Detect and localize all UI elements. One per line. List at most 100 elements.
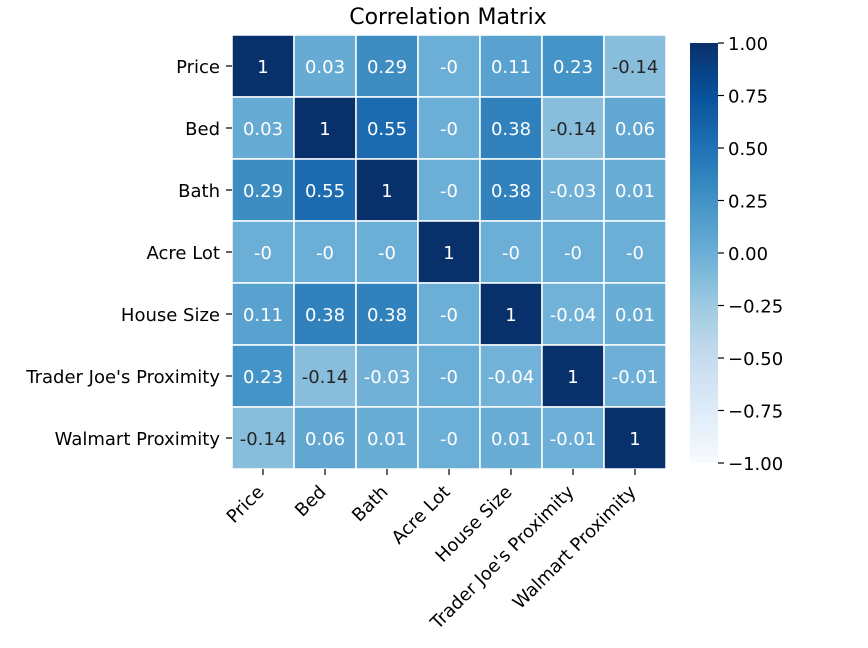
cell-value-label: 0.38 (367, 305, 407, 326)
cell-value-label: 0.29 (243, 181, 283, 202)
heatmap-cell-walmart-proximity-acre-lot (417, 406, 481, 470)
cell-value-label: 0.01 (615, 305, 655, 326)
cell-value-label: 0.29 (367, 57, 407, 78)
heatmap-cell-trader-joe-s-proximity-bed (293, 344, 357, 408)
cell-value-label: 0.55 (305, 181, 345, 202)
x-tick-label-price: Price (223, 482, 269, 528)
cell-value-label: 1 (381, 181, 392, 202)
y-tick-label-house-size: House Size (121, 305, 220, 326)
heatmap-cell-bed-walmart-proximity (603, 96, 667, 160)
heatmap-cell-price-trader-joe-s-proximity (541, 34, 605, 98)
heatmap-cell-acre-lot-trader-joe-s-proximity (541, 220, 605, 284)
cell-value-label: 0.38 (305, 305, 345, 326)
cell-value-label: 0.03 (243, 119, 283, 140)
cell-value-label: 1 (505, 305, 516, 326)
cell-value-label: 0.23 (553, 57, 593, 78)
cell-value-label: -0.01 (612, 367, 659, 388)
cell-value-label: 0.23 (243, 367, 283, 388)
heatmap-cell-acre-lot-price (231, 220, 295, 284)
y-tick-label-bed: Bed (185, 119, 220, 140)
cell-value-label: -0 (626, 243, 644, 264)
cell-value-label: -0 (440, 119, 458, 140)
y-axis-tick-labels: Price Bed Bath Acre Lot House Size Trader Joe… (25, 57, 232, 450)
cell-value-label: -0.14 (240, 429, 287, 450)
colorbar-tick-label: −0.50 (728, 349, 783, 370)
y-tick-label-bath: Bath (178, 181, 220, 202)
colorbar-tick-label: −0.75 (728, 402, 783, 423)
cell-value-label: -0 (440, 181, 458, 202)
cell-value-label: -0 (440, 429, 458, 450)
heatmap-cell-acre-lot-walmart-proximity (603, 220, 667, 284)
cell-value-label: 0.01 (491, 429, 531, 450)
colorbar-tick-label: 0.25 (728, 192, 768, 213)
y-tick-label-walmart-proximity: Walmart Proximity (55, 429, 221, 450)
colorbar-tick-label: 0.00 (728, 244, 768, 265)
cell-value-label: -0.01 (550, 429, 597, 450)
heatmap-cell-price-bed (293, 34, 357, 98)
cell-value-label: 0.38 (491, 119, 531, 140)
heatmap-cell-trader-joe-s-proximity-house-size (479, 344, 543, 408)
cell-value-label: 0.38 (491, 181, 531, 202)
cell-value-label: -0.14 (612, 57, 659, 78)
y-tick-label-trader-joe-s-proximity: Trader Joe's Proximity (25, 367, 220, 388)
x-tick-label-walmart-proximity: Walmart Proximity (509, 481, 641, 613)
heatmap-cell-house-size-bath (355, 282, 419, 346)
y-tick-label-price: Price (176, 57, 220, 78)
heatmap-cell-acre-lot-bed (293, 220, 357, 284)
cell-value-label: 1 (567, 367, 578, 388)
heatmap-cells: 1 0.03 0.29 -0 0.11 0.23 -0.140.03 1 0.55 -0 0.38-… (231, 34, 667, 470)
heatmap-cell-bath-trader-joe-s-proximity (541, 158, 605, 222)
heatmap-cell-walmart-proximity-bath (355, 406, 419, 470)
cell-value-label: 0.06 (615, 119, 655, 140)
colorbar-tick-label: −1.00 (728, 454, 783, 475)
cell-value-label: 0.06 (305, 429, 345, 450)
colorbar-tick-label: −0.25 (728, 297, 783, 318)
heatmap-cell-walmart-proximity-price (231, 406, 295, 470)
colorbar-gradient (690, 43, 718, 463)
heatmap-cell-walmart-proximity-house-size (479, 406, 543, 470)
cell-value-label: 1 (319, 119, 330, 140)
heatmap-cell-trader-joe-s-proximity-price (231, 344, 295, 408)
colorbar-tick-label: 1.00 (728, 34, 768, 55)
cell-value-label: 0.11 (491, 57, 531, 78)
heatmap-cell-bath-house-size (479, 158, 543, 222)
heatmap-cell-bed-bath (355, 96, 419, 160)
chart-title: Correlation Matrix (349, 5, 547, 30)
cell-value-label: 0.03 (305, 57, 345, 78)
cell-value-label: -0 (502, 243, 520, 264)
cell-value-label: -0 (440, 367, 458, 388)
cell-value-label: -0 (440, 305, 458, 326)
cell-value-label: 1 (629, 429, 640, 450)
x-tick-label-bed: Bed (291, 482, 330, 521)
cell-value-label: -0.03 (364, 367, 411, 388)
cell-value-label: 0.11 (243, 305, 283, 326)
y-tick-label-acre-lot: Acre Lot (147, 243, 220, 264)
heatmap-cell-bath-acre-lot (417, 158, 481, 222)
colorbar-tick-label: 0.75 (728, 87, 768, 108)
cell-value-label: -0.04 (488, 367, 535, 388)
x-tick-label-bath: Bath (348, 482, 392, 526)
cell-value-label: -0.03 (550, 181, 597, 202)
cell-value-label: -0 (564, 243, 582, 264)
cell-value-label: 0.01 (367, 429, 407, 450)
cell-value-label: -0.04 (550, 305, 597, 326)
cell-value-label: 0.55 (367, 119, 407, 140)
cell-value-label: -0.14 (302, 367, 349, 388)
colorbar: 1.00 0.75 0.50 0.25 0.00 −0.25 −0.50 −0.75 −1.00 (690, 34, 783, 475)
heatmap-cell-walmart-proximity-walmart-proximity (603, 406, 667, 470)
heatmap-cell-house-size-price (231, 282, 295, 346)
cell-value-label: -0 (378, 243, 396, 264)
cell-value-label: 0.01 (615, 181, 655, 202)
heatmap-cell-bath-walmart-proximity (603, 158, 667, 222)
heatmap-cell-bath-bath (355, 158, 419, 222)
cell-value-label: -0 (316, 243, 334, 264)
cell-value-label: -0 (254, 243, 272, 264)
heatmap-cell-bath-bed (293, 158, 357, 222)
cell-value-label: -0.14 (550, 119, 597, 140)
heatmap-cell-trader-joe-s-proximity-walmart-proximity (603, 344, 667, 408)
cell-value-label: -0 (440, 57, 458, 78)
heatmap-cell-bed-house-size (479, 96, 543, 160)
cell-value-label: 1 (257, 57, 268, 78)
